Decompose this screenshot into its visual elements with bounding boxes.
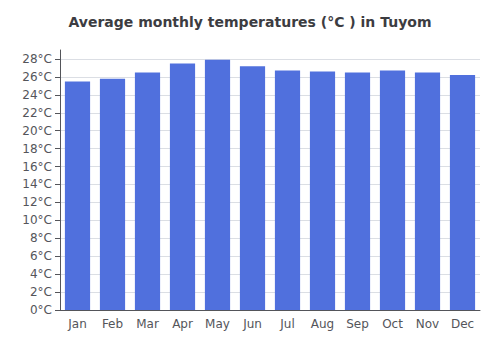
svg-text:Sep: Sep: [346, 317, 369, 331]
svg-text:Jan: Jan: [67, 317, 87, 331]
svg-text:28°C: 28°C: [22, 52, 52, 66]
svg-text:8°C: 8°C: [30, 231, 52, 245]
svg-text:26°C: 26°C: [22, 70, 52, 84]
svg-text:Average monthly temperatures (: Average monthly temperatures (°C ) in Tu…: [68, 14, 431, 30]
svg-text:Jun: Jun: [242, 317, 262, 331]
svg-text:Mar: Mar: [136, 317, 159, 331]
svg-text:4°C: 4°C: [30, 267, 52, 281]
svg-text:18°C: 18°C: [22, 142, 52, 156]
svg-text:Aug: Aug: [311, 317, 334, 331]
svg-text:Jul: Jul: [279, 317, 294, 331]
svg-text:Oct: Oct: [382, 317, 403, 331]
svg-text:22°C: 22°C: [22, 106, 52, 120]
svg-text:20°C: 20°C: [22, 124, 52, 138]
svg-text:10°C: 10°C: [22, 213, 52, 227]
svg-text:Feb: Feb: [102, 317, 123, 331]
svg-text:2°C: 2°C: [30, 285, 52, 299]
svg-text:12°C: 12°C: [22, 195, 52, 209]
svg-text:Dec: Dec: [451, 317, 474, 331]
svg-text:16°C: 16°C: [22, 160, 52, 174]
svg-text:6°C: 6°C: [30, 249, 52, 263]
svg-text:Nov: Nov: [416, 317, 439, 331]
svg-text:0°C: 0°C: [30, 303, 52, 317]
svg-text:Apr: Apr: [172, 317, 193, 331]
svg-text:May: May: [205, 317, 230, 331]
svg-text:14°C: 14°C: [22, 177, 52, 191]
svg-text:24°C: 24°C: [22, 88, 52, 102]
